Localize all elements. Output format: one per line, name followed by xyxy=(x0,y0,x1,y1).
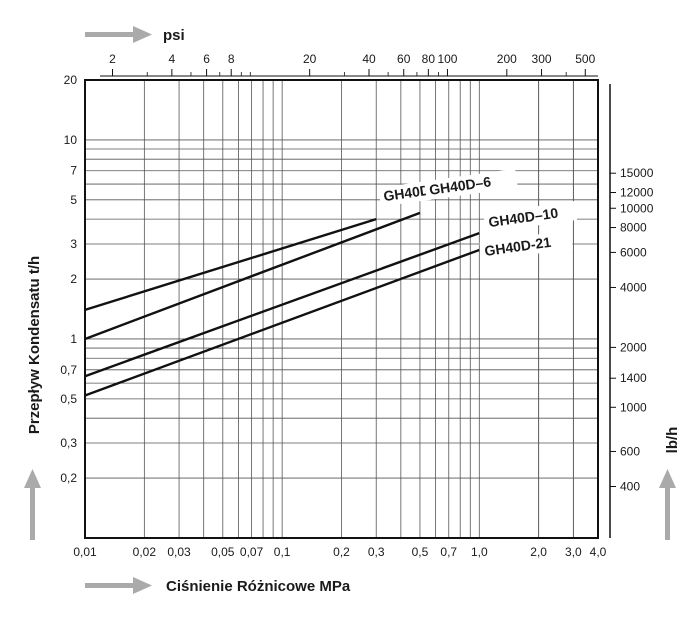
left-axis-arrow-icon xyxy=(24,469,41,540)
right-tick-labels: 400 600 1000 1400 2000 4000 6000 8000 10000 12000… xyxy=(610,166,654,494)
x-tick-label: 0,5 xyxy=(412,545,429,559)
bottom-axis-arrow-icon xyxy=(85,577,152,594)
x-tick-label: 4,0 xyxy=(590,545,607,559)
y-tick-label: 1 xyxy=(70,332,77,346)
x-tick-label: 0,1 xyxy=(274,545,291,559)
top-tick-label: 20 xyxy=(303,52,317,66)
y-tick-label: 20 xyxy=(64,73,78,87)
y-tick-label: 0,5 xyxy=(60,392,77,406)
series-line xyxy=(84,232,480,378)
x-tick-label: 0,07 xyxy=(240,545,264,559)
top-tick-label: 500 xyxy=(575,52,595,66)
y-tick-label: 0,3 xyxy=(60,436,77,450)
series-line xyxy=(84,217,377,312)
x-tick-label: 0,05 xyxy=(211,545,235,559)
y-tick-label: 0,7 xyxy=(60,363,77,377)
right-tick-label: 1000 xyxy=(620,400,647,414)
y-tick-label: 0,2 xyxy=(60,471,77,485)
right-tick-label: 6000 xyxy=(620,245,647,259)
x-tick-label: 0,7 xyxy=(440,545,457,559)
right-tick-label: 2000 xyxy=(620,340,647,354)
right-tick-label: 15000 xyxy=(620,166,654,180)
right-axis-title: lb/h xyxy=(664,427,681,454)
top-axis-title: psi xyxy=(163,27,185,44)
top-tick-label: 80 xyxy=(422,52,436,66)
y-tick-labels: 0,2 0,3 0,5 0,7 1 2 3 5 7 10 20 xyxy=(60,73,77,485)
top-tick-labels: 2 4 6 8 20 40 60 80 100 200 300 500 xyxy=(100,52,598,77)
right-tick-label: 12000 xyxy=(620,185,654,199)
top-tick-label: 200 xyxy=(497,52,517,66)
right-tick-label: 4000 xyxy=(620,280,647,294)
x-tick-label: 0,01 xyxy=(73,545,97,559)
top-tick-label: 300 xyxy=(532,52,552,66)
top-tick-label: 6 xyxy=(203,52,210,66)
series-label-background xyxy=(479,229,574,262)
top-tick-label: 4 xyxy=(169,52,176,66)
right-tick-label: 600 xyxy=(620,444,640,458)
x-tick-label: 0,02 xyxy=(133,545,157,559)
right-tick-label: 8000 xyxy=(620,221,647,235)
right-tick-label: 400 xyxy=(620,480,640,494)
y-tick-label: 2 xyxy=(70,272,77,286)
x-tick-label: 0,2 xyxy=(333,545,350,559)
right-tick-label: 10000 xyxy=(620,201,654,215)
x-tick-label: 0,3 xyxy=(368,545,385,559)
right-axis-arrow-icon xyxy=(659,469,676,540)
x-tick-label: 1,0 xyxy=(471,545,488,559)
series-label-background xyxy=(424,168,518,201)
top-tick-label: 8 xyxy=(228,52,235,66)
x-tick-label: 3,0 xyxy=(565,545,582,559)
top-axis-arrow-icon xyxy=(85,26,152,43)
series-label-background xyxy=(483,201,578,233)
y-tick-label: 5 xyxy=(70,193,77,207)
y-axis-title: Przepływ Kondensatu t/h xyxy=(26,256,43,434)
top-tick-label: 100 xyxy=(437,52,457,66)
x-axis-title: Ciśnienie Różnicowe MPa xyxy=(166,578,351,595)
top-tick-label: 60 xyxy=(397,52,411,66)
y-tick-label: 7 xyxy=(70,164,77,178)
y-tick-label: 10 xyxy=(64,133,78,147)
series-line xyxy=(84,248,480,397)
top-tick-label: 40 xyxy=(362,52,376,66)
series-line xyxy=(84,211,421,341)
y-tick-label: 3 xyxy=(70,237,77,251)
top-tick-label: 2 xyxy=(109,52,116,66)
right-tick-label: 1400 xyxy=(620,371,647,385)
x-tick-label: 0,03 xyxy=(167,545,191,559)
x-tick-labels: 0,01 0,02 0,03 0,05 0,07 0,1 0,2 0,3 0,5 0,7 1,0 2,… xyxy=(73,545,606,559)
x-tick-label: 2,0 xyxy=(530,545,547,559)
